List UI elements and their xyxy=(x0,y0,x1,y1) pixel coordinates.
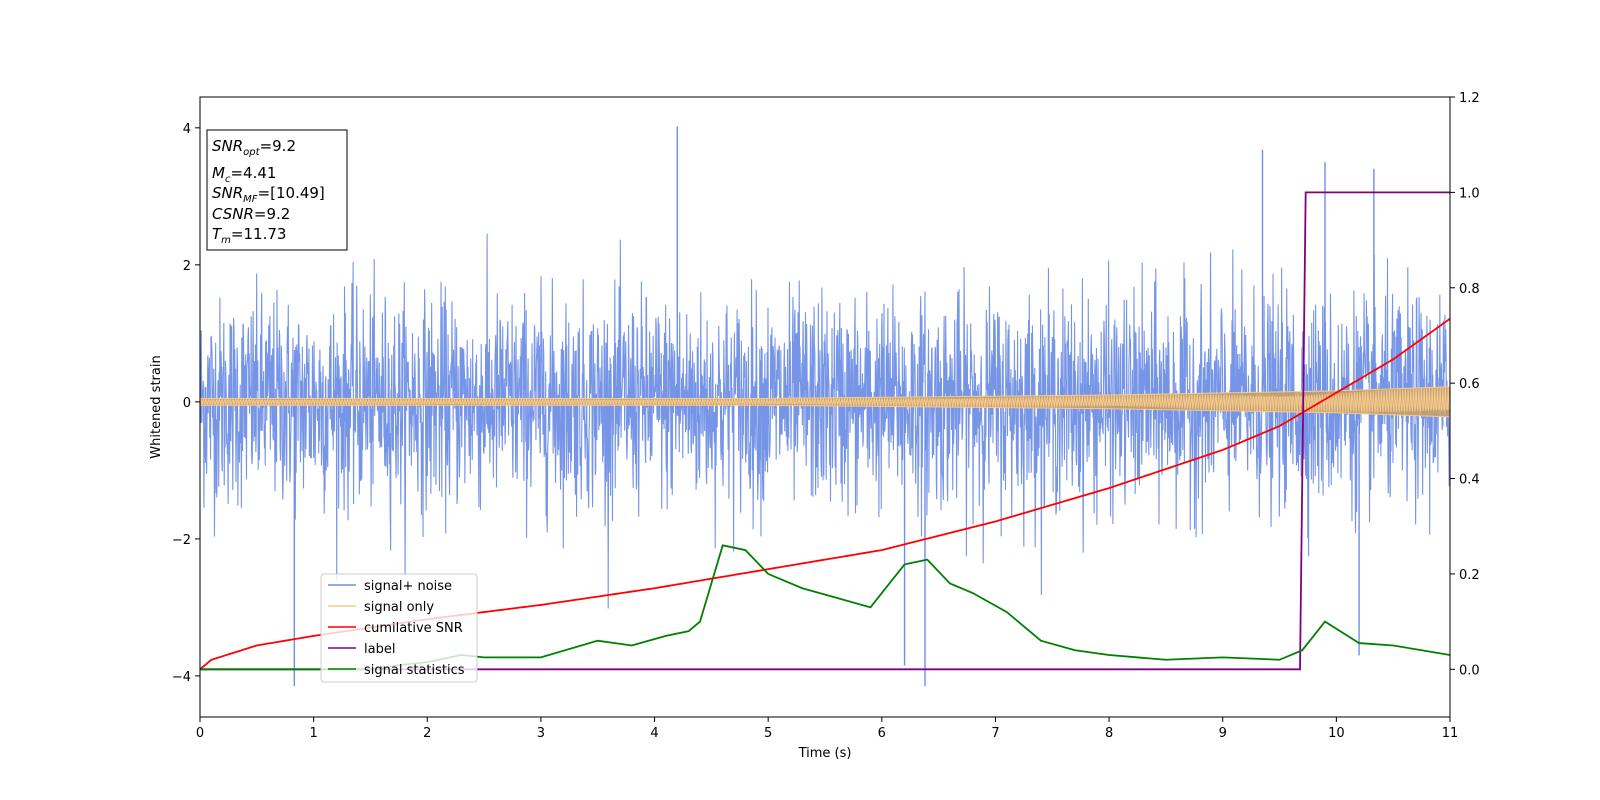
y-right-tick-label-0.4: 0.4 xyxy=(1459,473,1480,488)
y-axis-label: Whitened strain xyxy=(149,355,164,458)
x-tick-label-8: 8 xyxy=(1105,726,1113,741)
y-right-tick-label-1: 1.0 xyxy=(1459,186,1480,201)
info-snr-opt: SNRopt=9.2 xyxy=(212,137,296,158)
x-tick-label-7: 7 xyxy=(991,726,999,741)
x-tick-label-5: 5 xyxy=(764,726,772,741)
y-right-tick-label-0.2: 0.2 xyxy=(1459,568,1480,583)
y-right-tick-label-1.2: 1.2 xyxy=(1459,91,1480,106)
legend-frame xyxy=(320,573,478,683)
info-tm: Tm=11.73 xyxy=(212,225,286,246)
info-snr-opt-value: 9.2 xyxy=(272,137,296,155)
series-signal-noise xyxy=(199,233,1451,609)
x-tick-label-11: 11 xyxy=(1442,726,1459,741)
axis-layer: 0 1 2 3 4 5 6 7 8 9 10 11 −4 −2 0 2 4 0.0 0.2 0.4 0.6 0.8 1.0 1… xyxy=(172,91,1480,741)
x-tick-label-2: 2 xyxy=(423,726,431,741)
series-label xyxy=(200,191,1450,671)
x-tick-label-1: 1 xyxy=(309,726,317,741)
legend-label-signal-statistics: signal statistics xyxy=(364,663,465,678)
info-snr-mf-value: [10.49] xyxy=(270,184,325,202)
y-left-tick-label--2: −2 xyxy=(172,533,191,548)
info-box: SNRopt=9.2 Mc=4.41 SNRMF=[10.49] CSNR=9.… xyxy=(206,129,348,251)
y-right-tick-label-0.8: 0.8 xyxy=(1459,282,1480,297)
info-csnr-value: 9.2 xyxy=(267,205,291,223)
info-box-frame xyxy=(206,129,348,251)
info-mc-value: 4.41 xyxy=(243,164,276,182)
y-left-tick-label-2: 2 xyxy=(183,259,191,274)
x-tick-label-4: 4 xyxy=(650,726,658,741)
y-left-tick-label-4: 4 xyxy=(183,122,191,137)
legend-label-label: label xyxy=(364,642,395,657)
legend-label-cumulative-snr: cumilative SNR xyxy=(364,621,463,636)
series-signal-statistics xyxy=(200,544,1451,671)
x-tick-label-0: 0 xyxy=(196,726,204,741)
y-right-tick-label-0: 0.0 xyxy=(1459,663,1480,678)
legend-label-signal-noise: signal+ noise xyxy=(364,579,452,594)
legend: signal+ noise signal only cumilative SNR… xyxy=(320,573,478,683)
info-mc: Mc=4.41 xyxy=(212,164,276,185)
signal-only-oscillation xyxy=(199,386,1451,413)
x-tick-label-10: 10 xyxy=(1328,726,1345,741)
info-snr-mf: SNRMF=[10.49] xyxy=(212,184,325,205)
y-left-tick-label--4: −4 xyxy=(172,670,191,685)
plot-frame xyxy=(199,96,1451,718)
info-tm-value: 11.73 xyxy=(244,225,287,243)
y-left-tick-label-0: 0 xyxy=(183,396,191,411)
x-tick-label-6: 6 xyxy=(878,726,886,741)
x-tick-label-3: 3 xyxy=(537,726,545,741)
x-axis-label: Time (s) xyxy=(798,746,852,761)
x-tick-label-9: 9 xyxy=(1219,726,1227,741)
y-right-tick-label-0.6: 0.6 xyxy=(1459,377,1480,392)
legend-label-signal-only: signal only xyxy=(364,600,434,615)
info-csnr: CSNR=9.2 xyxy=(212,205,290,223)
